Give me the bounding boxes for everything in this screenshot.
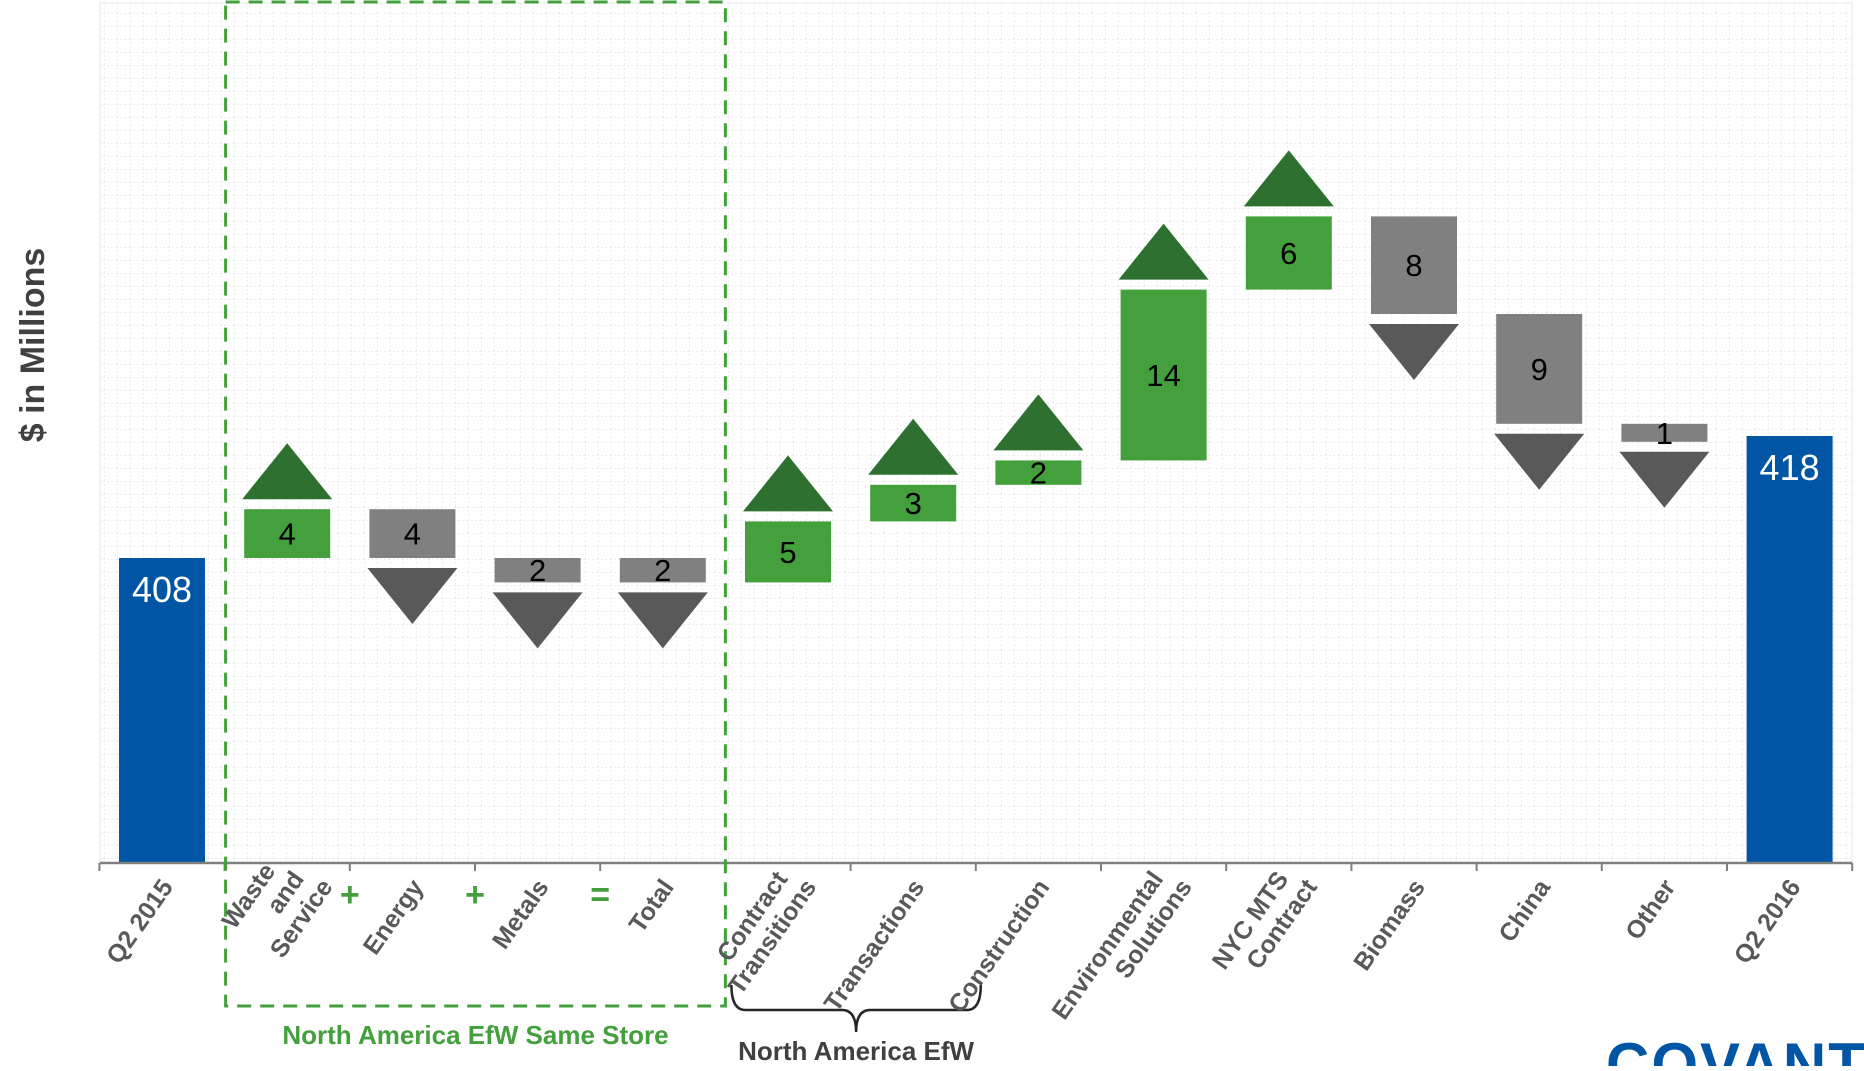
y-axis-label: $ in Millions [14, 248, 52, 443]
operator-symbol-0: + [340, 876, 360, 914]
bar-value-label-5: 5 [779, 535, 796, 570]
bar-9 [1245, 216, 1332, 290]
arrow-up-9 [1243, 150, 1334, 207]
x-tick-label-7: Construction [943, 874, 1055, 1017]
x-tick-label-line: Biomass [1348, 874, 1431, 975]
x-tick-label-line: Construction [943, 874, 1055, 1017]
operator-symbol-2: = [590, 876, 610, 914]
bar-10 [1371, 216, 1457, 314]
group-label-same-store: North America EfW Same Store [282, 1020, 668, 1050]
bar-value-label-0: 408 [132, 569, 192, 610]
bar-6 [870, 484, 957, 522]
arrow-up-5 [743, 455, 833, 512]
bar-value-label-8: 14 [1146, 358, 1180, 393]
bar-2 [369, 509, 456, 558]
plot-area-grid [99, 2, 1853, 864]
x-tick-label-10: Biomass [1348, 874, 1431, 975]
x-tick-label-2: Energy [358, 874, 430, 960]
bar-4 [619, 558, 706, 583]
bar-value-label-12: 1 [1656, 416, 1673, 451]
bar-value-label-10: 8 [1405, 248, 1422, 283]
axis-layer [98, 0, 1854, 1033]
group-label-efw: North America EfW [738, 1036, 974, 1066]
bar-value-label-2: 4 [404, 517, 421, 552]
arrow-down-12 [1619, 451, 1710, 508]
x-tick-label-13: Q2 2016 [1729, 874, 1807, 969]
arrow-down-3 [492, 592, 583, 649]
x-tick-label-line: Energy [358, 874, 430, 960]
bar-7 [995, 460, 1082, 485]
arrow-down-10 [1369, 324, 1459, 380]
bar-1 [244, 509, 331, 558]
x-tick-label-5: ContractTransitions [700, 858, 822, 999]
bar-8 [1120, 289, 1207, 461]
x-tick-label-line: Other [1620, 874, 1681, 945]
arrow-down-2 [367, 568, 458, 624]
bar-value-label-13: 418 [1760, 447, 1820, 488]
x-tick-label-line: Q2 2016 [1729, 874, 1807, 969]
bar-value-label-4: 2 [654, 553, 671, 588]
bar-value-label-11: 9 [1531, 352, 1548, 387]
x-tick-label-line: Metals [487, 874, 555, 954]
arrow-up-8 [1118, 223, 1209, 280]
arrow-up-1 [242, 443, 333, 500]
x-tick-label-line: Total [624, 874, 680, 937]
bar-13 [1746, 436, 1833, 863]
bar-0 [119, 558, 205, 863]
bar-value-label-6: 3 [905, 486, 922, 521]
operator-symbol-1: + [465, 876, 485, 914]
bar-5 [745, 521, 831, 583]
group-bracket-efw [730, 984, 983, 1033]
x-tick-label-11: China [1493, 873, 1556, 947]
x-tick-label-12: Other [1620, 874, 1681, 945]
bar-value-label-1: 4 [279, 517, 296, 552]
bar-value-label-9: 6 [1280, 236, 1297, 271]
arrow-up-7 [993, 394, 1084, 451]
logo: COVANTA [1606, 1031, 1864, 1066]
x-tick-label-8: EnvironmentalSolutions [1047, 858, 1198, 1041]
bar-12 [1621, 423, 1708, 442]
x-tick-label-3: Metals [487, 874, 555, 954]
group-box-same-store [224, 0, 727, 1008]
arrow-down-11 [1494, 433, 1585, 490]
arrow-up-6 [868, 418, 959, 475]
x-tick-label-line: Transactions [819, 874, 930, 1016]
x-tick-label-line: Q2 2015 [101, 874, 179, 969]
bar-11 [1496, 314, 1583, 424]
x-tick-label-0: Q2 2015 [101, 874, 179, 969]
bar-3 [494, 558, 581, 583]
x-tick-label-9: NYC MTSContract [1207, 858, 1324, 991]
x-tick-label-4: Total [624, 874, 680, 937]
bars-layer [119, 150, 1833, 863]
bar-value-label-3: 2 [529, 553, 546, 588]
bar-value-label-7: 2 [1030, 456, 1047, 491]
arrow-down-4 [617, 592, 708, 649]
x-tick-label-line: China [1493, 873, 1556, 947]
x-tick-label-6: Transactions [819, 874, 930, 1016]
